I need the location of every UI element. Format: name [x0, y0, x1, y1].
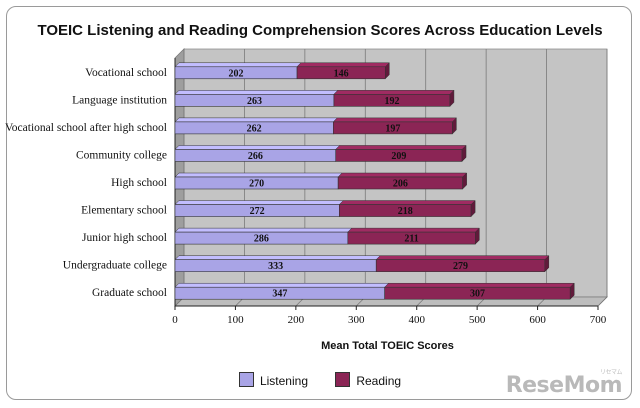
bar-end-reading-4 [462, 172, 467, 190]
bar-end-reading-7 [544, 255, 550, 273]
legend-item-reading: Reading [335, 372, 401, 388]
x-tick-label-6: 600 [529, 314, 546, 326]
data-label-listening-1: 263 [247, 96, 262, 107]
data-label-listening-4: 270 [249, 179, 264, 190]
x-tick-label-7: 700 [590, 314, 607, 326]
bar-top-reading-5 [338, 200, 476, 205]
category-label-7: Undergraduate college [63, 260, 167, 272]
x-tick-label-4: 400 [408, 314, 425, 326]
bar-top-listening-5 [174, 200, 344, 205]
x-tick-label-0: 0 [172, 314, 178, 326]
bar-top-reading-7 [375, 255, 550, 260]
legend-item-listening: Listening [238, 372, 308, 388]
legend-swatch-listening [238, 372, 254, 387]
data-label-reading-2: 197 [385, 123, 400, 134]
legend-label-reading: Reading [356, 374, 402, 388]
data-label-reading-7: 279 [453, 261, 468, 272]
data-label-reading-1: 192 [384, 96, 399, 107]
category-label-2: Vocational school after high school [5, 122, 167, 134]
legend-swatch-reading [335, 372, 351, 387]
data-label-listening-0: 202 [229, 68, 244, 79]
watermark-text: ReseMom [505, 373, 623, 398]
x-tick-label-2: 200 [288, 314, 305, 326]
bar-top-listening-0 [174, 62, 302, 68]
category-label-6: Junior high school [82, 232, 167, 244]
data-label-listening-6: 286 [254, 234, 269, 245]
category-label-0: Vocational school [85, 67, 167, 79]
data-label-reading-3: 209 [391, 151, 406, 162]
bar-top-reading-8 [384, 282, 575, 288]
bar-end-reading-8 [569, 282, 575, 300]
category-label-5: Elementary school [81, 205, 167, 217]
x-tick-label-3: 300 [348, 314, 365, 326]
bar-top-listening-2 [174, 117, 338, 123]
bar-top-reading-6 [347, 227, 480, 233]
bar-end-reading-3 [461, 144, 467, 163]
watermark-subtext: リセマム [599, 369, 623, 376]
bar-end-reading-6 [475, 227, 480, 245]
data-label-reading-4: 206 [393, 179, 408, 190]
data-label-listening-3: 266 [248, 151, 263, 162]
bar-top-reading-0 [296, 62, 390, 68]
gridline-floor-7 [597, 296, 608, 307]
bar-top-reading-4 [337, 172, 468, 178]
bar-top-reading-1 [333, 90, 455, 95]
bar-top-listening-3 [174, 145, 341, 150]
legend-label-listening: Listening [259, 374, 308, 388]
data-label-listening-8: 347 [272, 289, 287, 300]
bar-top-reading-3 [335, 145, 467, 150]
bar-top-listening-6 [174, 227, 353, 233]
data-label-listening-2: 262 [247, 123, 262, 134]
category-label-3: Community college [76, 149, 167, 161]
watermark-logo: ReseMom リセマム [505, 369, 623, 398]
bar-top-listening-8 [174, 282, 390, 288]
chart-title: TOEIC Listening and Reading Comprehensio… [37, 22, 603, 39]
bar-top-reading-2 [332, 117, 457, 123]
x-tick-label-1: 100 [227, 314, 244, 326]
bar-end-reading-2 [452, 117, 457, 135]
data-label-listening-7: 333 [268, 261, 283, 272]
bar-end-reading-1 [449, 89, 455, 107]
legend: Listening Reading [0, 372, 640, 388]
data-label-reading-6: 211 [404, 234, 418, 245]
x-tick-label-5: 500 [469, 314, 486, 326]
data-label-reading-0: 146 [334, 68, 349, 79]
bar-top-listening-4 [174, 172, 343, 178]
bar-end-reading-5 [470, 199, 476, 218]
data-label-reading-5: 218 [398, 206, 413, 217]
category-label-4: High school [111, 177, 167, 189]
bar-top-listening-7 [174, 255, 381, 260]
x-axis-label: Mean Total TOEIC Scores [321, 340, 454, 352]
category-label-1: Language institution [72, 94, 167, 106]
bar-end-reading-0 [385, 62, 390, 80]
data-label-reading-8: 307 [470, 289, 485, 300]
category-label-8: Graduate school [92, 287, 167, 299]
data-label-listening-5: 272 [250, 206, 265, 217]
bar-top-listening-1 [174, 90, 339, 95]
